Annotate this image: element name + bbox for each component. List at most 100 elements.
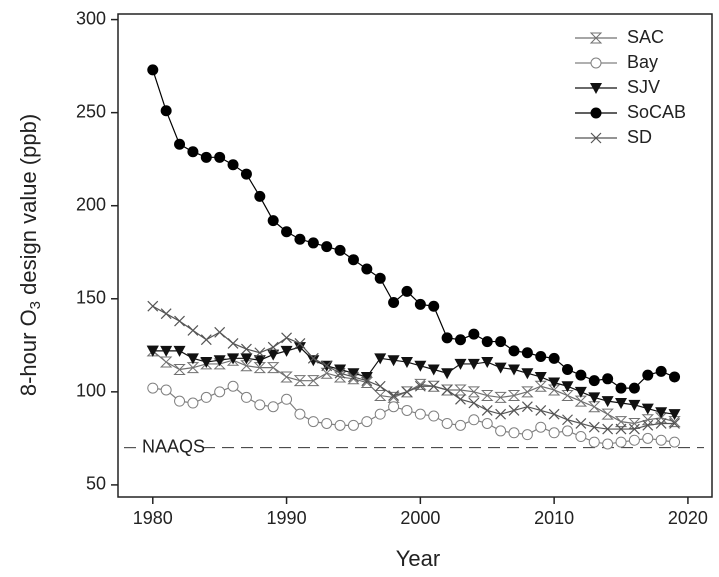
point [159,356,173,368]
point [200,334,212,346]
point [534,371,547,383]
point [253,355,266,367]
point [588,392,601,404]
point [562,364,574,376]
point [642,432,654,444]
point [227,353,240,365]
series-line [152,305,675,430]
point [388,390,400,401]
point [590,107,602,119]
y-tick-label: 200 [76,194,106,214]
point [187,324,199,336]
point [160,384,172,396]
point [428,380,440,392]
series-line [152,346,675,415]
point [227,159,239,171]
point [628,399,641,411]
point [521,401,533,413]
point [428,300,440,312]
legend-label: SAC [627,27,664,47]
point [602,438,614,450]
point [669,371,681,383]
point [267,401,279,413]
point [655,418,667,429]
point [590,57,602,69]
point [307,355,320,367]
point [588,436,600,448]
point [307,375,320,387]
point [347,419,359,431]
point [321,360,333,372]
point [615,382,627,394]
x-tick-label: 2020 [668,508,708,528]
point [628,382,640,394]
x-tick-label: 2000 [400,508,440,528]
point [441,332,453,344]
point [669,418,680,429]
point [254,399,266,411]
point [561,390,574,402]
point [334,364,347,376]
point [347,368,360,380]
point [280,345,293,357]
point [642,369,654,381]
point [160,105,172,117]
point [240,353,253,365]
point [441,368,454,380]
point [160,345,173,357]
point [401,404,413,416]
point [200,357,213,369]
point [468,328,480,340]
legend-label: SoCAB [627,102,686,122]
point [614,416,628,428]
point [468,414,480,426]
point [173,345,186,357]
legend-label: SJV [627,77,660,97]
point [374,390,387,402]
point [361,375,373,387]
point [575,418,587,429]
point [615,436,627,448]
point [521,368,534,380]
point [574,395,588,407]
point [147,64,159,76]
point [494,391,507,403]
point [400,357,413,369]
point [508,427,520,439]
point [294,338,306,349]
point [281,332,292,344]
point [574,386,587,398]
legend-label: Bay [627,52,658,72]
point [588,401,601,413]
point [481,390,494,402]
point [427,364,440,376]
point [173,364,186,376]
point [227,380,239,392]
point [467,358,480,370]
x-tick-label: 1980 [133,508,173,528]
point [401,285,413,297]
point [374,353,387,365]
point [348,371,359,383]
point [508,364,520,376]
point [548,408,560,420]
point [548,377,561,389]
point [628,423,640,435]
point [254,347,266,359]
point [387,355,400,367]
point [508,345,520,357]
point [280,371,293,383]
point [467,386,481,398]
point [174,395,186,407]
point [481,336,493,348]
point [374,408,386,420]
point [174,315,185,327]
point [266,362,280,374]
point [535,405,547,416]
point [495,336,507,348]
point [160,308,172,320]
point [361,263,373,275]
point [334,419,346,431]
point [641,403,654,415]
y-tick-label: 250 [76,101,106,121]
